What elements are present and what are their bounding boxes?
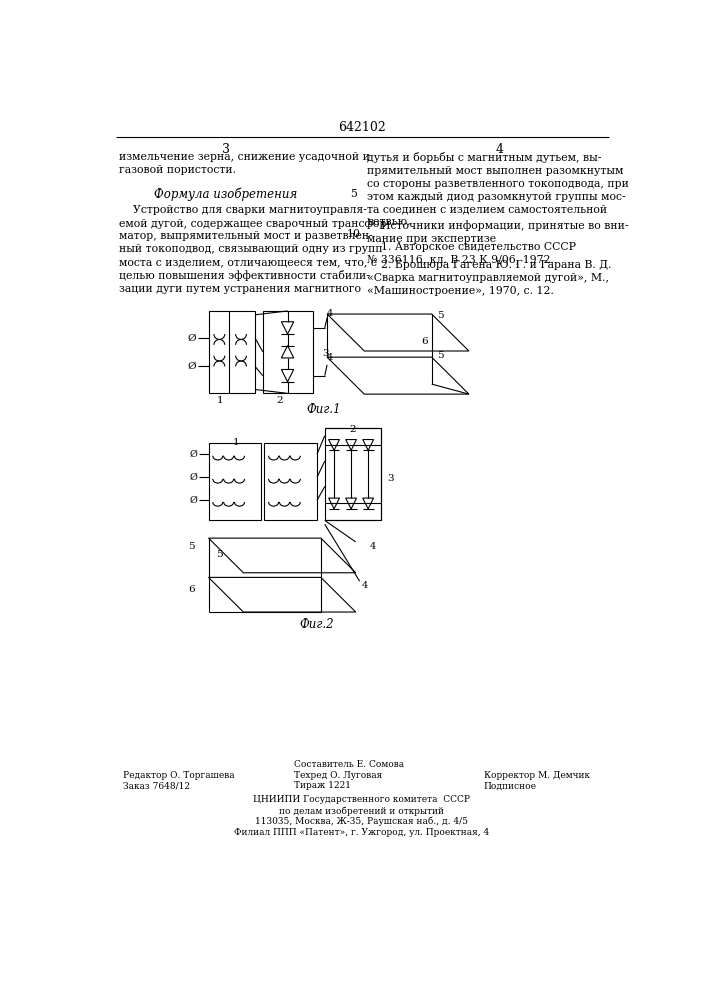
Text: 3: 3 xyxy=(387,474,393,483)
Bar xyxy=(263,311,313,393)
Text: Ø: Ø xyxy=(189,450,197,459)
Polygon shape xyxy=(329,440,339,450)
Text: Тираж 1221: Тираж 1221 xyxy=(293,781,351,790)
Text: по делам изобретений и открытий: по делам изобретений и открытий xyxy=(279,806,445,816)
Polygon shape xyxy=(327,314,469,351)
Text: 10: 10 xyxy=(346,229,361,239)
Text: 6: 6 xyxy=(421,337,428,346)
Polygon shape xyxy=(209,577,356,612)
Text: 4: 4 xyxy=(327,309,333,318)
Polygon shape xyxy=(363,440,373,450)
Text: Фиг.2: Фиг.2 xyxy=(300,618,334,631)
Text: 2. Брошюра Гагена Ю. Г. и Гарана В. Д.
«Сварка магнитоуправляемой дугой», М.,
«М: 2. Брошюра Гагена Ю. Г. и Гарана В. Д. «… xyxy=(368,260,612,296)
Text: 1: 1 xyxy=(217,396,223,405)
Text: измельчение зерна, снижение усадочной и
газовой пористости.: измельчение зерна, снижение усадочной и … xyxy=(119,152,370,175)
Text: 1. Авторское свидетельство СССР
№ 336116, кл. В 23 К 9/06, 1972.: 1. Авторское свидетельство СССР № 336116… xyxy=(368,242,576,264)
Text: Редактор О. Торгашева: Редактор О. Торгашева xyxy=(123,771,235,780)
Text: Составитель Е. Сомова: Составитель Е. Сомова xyxy=(293,760,404,769)
Text: дутья и борьбы с магнитным дутьем, вы-
прямительный мост выполнен разомкнутым
со: дутья и борьбы с магнитным дутьем, вы- п… xyxy=(368,152,629,227)
Polygon shape xyxy=(346,498,356,509)
Text: 2: 2 xyxy=(349,425,356,434)
Bar xyxy=(209,311,255,393)
Text: Филиал ППП «Патент», г. Ужгород, ул. Проектная, 4: Филиал ППП «Патент», г. Ужгород, ул. Про… xyxy=(234,828,489,837)
Polygon shape xyxy=(327,357,469,394)
Text: 1: 1 xyxy=(233,438,239,447)
Text: Формула изобретения: Формула изобретения xyxy=(154,188,297,201)
Text: Ø: Ø xyxy=(187,362,196,371)
Text: 4: 4 xyxy=(495,143,503,156)
Bar xyxy=(209,443,261,520)
Text: ЦНИИПИ Государственного комитета  СССР: ЦНИИПИ Государственного комитета СССР xyxy=(253,795,470,804)
Text: Подписное: Подписное xyxy=(484,781,537,790)
Text: 2: 2 xyxy=(276,396,283,405)
Text: 5: 5 xyxy=(437,311,444,320)
Text: 4: 4 xyxy=(327,353,333,362)
Text: 3: 3 xyxy=(221,143,230,156)
Polygon shape xyxy=(281,322,293,334)
Polygon shape xyxy=(346,440,356,450)
Bar xyxy=(264,443,317,520)
Text: 5: 5 xyxy=(350,189,357,199)
Text: Техред О. Луговая: Техред О. Луговая xyxy=(293,771,382,780)
Text: 4: 4 xyxy=(370,542,376,551)
Text: 5: 5 xyxy=(216,550,223,559)
Text: Устройство для сварки магнитоуправля-
емой дугой, содержащее сварочный трансфор-: Устройство для сварки магнитоуправля- ем… xyxy=(119,205,390,294)
Text: Заказ 7648/12: Заказ 7648/12 xyxy=(123,781,190,790)
Text: Фиг.1: Фиг.1 xyxy=(306,403,341,416)
Text: Ø: Ø xyxy=(189,496,197,505)
Polygon shape xyxy=(363,498,373,509)
Text: 5: 5 xyxy=(188,542,194,551)
Text: Ø: Ø xyxy=(189,473,197,482)
Text: 5: 5 xyxy=(437,351,444,360)
Text: Ø: Ø xyxy=(187,333,196,342)
Polygon shape xyxy=(281,346,293,358)
Polygon shape xyxy=(281,369,293,382)
Polygon shape xyxy=(329,498,339,509)
Text: Корректор М. Демчик: Корректор М. Демчик xyxy=(484,771,590,780)
Text: 3: 3 xyxy=(322,349,329,358)
Polygon shape xyxy=(209,538,356,573)
Text: Источники информации, принятые во вни-
мание при экспертизе: Источники информации, принятые во вни- м… xyxy=(368,220,629,244)
Bar xyxy=(325,428,380,520)
Text: 4: 4 xyxy=(362,581,368,590)
Text: 6: 6 xyxy=(188,585,194,594)
Text: 113035, Москва, Ж-35, Раушская наб., д. 4/5: 113035, Москва, Ж-35, Раушская наб., д. … xyxy=(255,817,469,826)
Text: 642102: 642102 xyxy=(338,121,386,134)
